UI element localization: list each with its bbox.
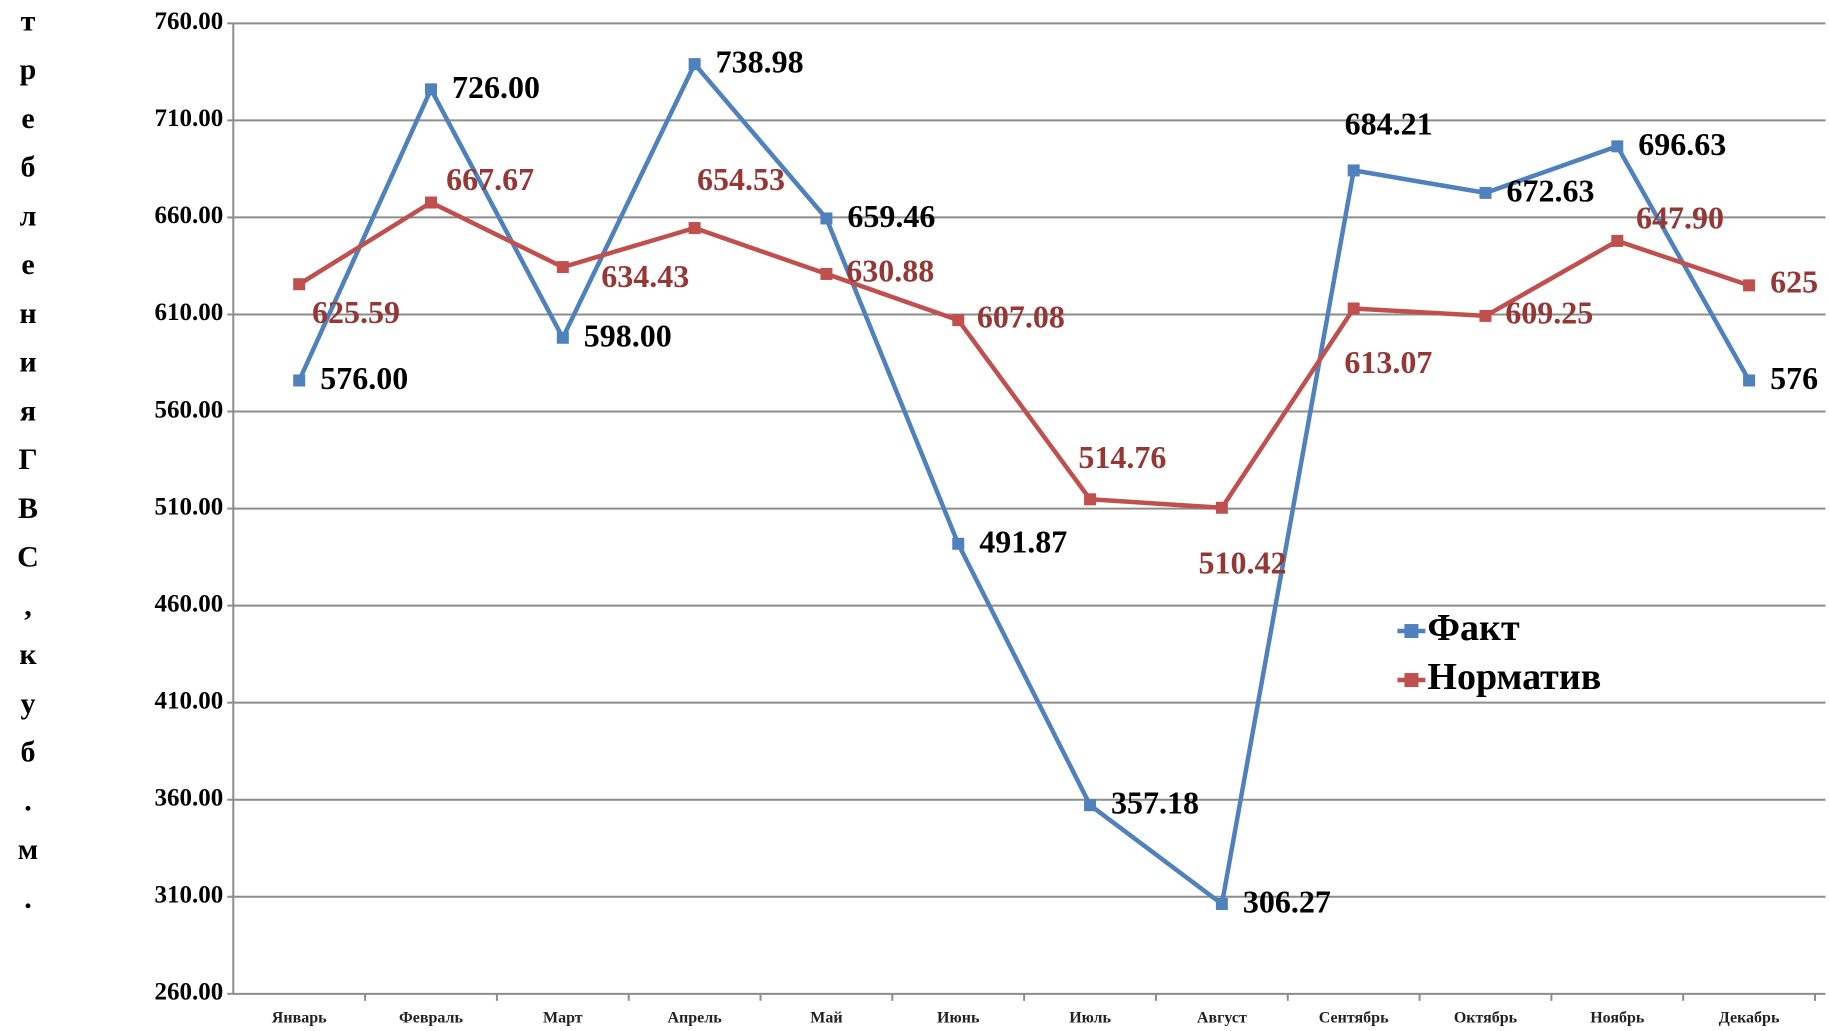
- data-label: 647.90: [1636, 199, 1724, 235]
- y-axis-label-char: ,: [24, 589, 32, 622]
- y-tick-label: 560.00: [155, 396, 224, 423]
- y-axis-label-char: б: [20, 736, 35, 769]
- y-tick-label: 760.00: [155, 8, 224, 35]
- y-axis-label-char: у: [20, 687, 35, 720]
- y-axis-label-char: Г: [18, 443, 37, 476]
- data-point: [1611, 234, 1624, 247]
- legend-swatch: [1404, 673, 1419, 688]
- y-axis-label-char: и: [19, 346, 36, 379]
- series-line: [298, 200, 1750, 511]
- y-axis-label-char: е: [21, 102, 34, 135]
- data-label: 625.59: [312, 294, 400, 330]
- y-tick-label: 660.00: [155, 202, 224, 229]
- y-axis-label-char: м: [18, 833, 38, 866]
- y-tick-label: 360.00: [155, 784, 224, 811]
- data-point: [425, 83, 438, 96]
- data-label: 576: [1770, 360, 1818, 396]
- data-point: [556, 331, 569, 344]
- y-axis-label-char: С: [17, 541, 39, 574]
- data-point: [1084, 493, 1097, 506]
- x-tick-label: Сентябрь: [1319, 1009, 1389, 1026]
- legend-label: Факт: [1427, 607, 1520, 649]
- data-point: [688, 58, 701, 71]
- y-tick-label: 410.00: [155, 687, 224, 714]
- data-label: 696.63: [1638, 126, 1726, 162]
- data-point: [952, 314, 965, 327]
- y-axis-label-char: я: [20, 394, 36, 427]
- data-label: 738.98: [716, 44, 804, 80]
- data-label: 726.00: [452, 69, 540, 105]
- x-tick-label: Июль: [1069, 1009, 1111, 1026]
- data-point: [1479, 309, 1492, 322]
- data-point: [1215, 501, 1228, 514]
- data-label: 576.00: [320, 360, 408, 396]
- data-label: 357.18: [1111, 785, 1199, 821]
- x-tick-label: Ноябрь: [1590, 1009, 1645, 1026]
- data-label: 613.07: [1344, 344, 1432, 380]
- y-axis-label-char: т: [21, 4, 36, 37]
- data-point: [820, 212, 833, 225]
- y-axis-label-char: л: [20, 199, 37, 232]
- data-point: [1215, 898, 1228, 911]
- y-tick-label: 460.00: [155, 590, 224, 617]
- x-tick-label: Май: [810, 1009, 842, 1026]
- data-label: 607.08: [977, 298, 1065, 334]
- data-label: 654.53: [697, 161, 785, 197]
- data-label: 514.76: [1078, 439, 1166, 475]
- data-label: 630.88: [846, 252, 934, 288]
- x-tick-label: Январь: [272, 1009, 327, 1026]
- y-axis-label-char: е: [21, 248, 34, 281]
- x-tick-label: Август: [1197, 1009, 1247, 1026]
- y-axis-label-char: В: [18, 492, 38, 525]
- data-point: [952, 537, 965, 550]
- data-point: [688, 222, 701, 235]
- data-label: 634.43: [601, 258, 689, 294]
- data-label: 491.87: [979, 523, 1067, 559]
- series-line: [297, 61, 1752, 907]
- data-point: [1479, 186, 1492, 199]
- x-tick-label: Март: [543, 1009, 583, 1026]
- x-tick-label: Декабрь: [1719, 1009, 1780, 1026]
- data-point: [293, 278, 306, 291]
- data-label: 684.21: [1345, 106, 1433, 142]
- legend-label: Норматив: [1427, 656, 1601, 698]
- x-tick-label: Июнь: [937, 1009, 980, 1026]
- data-point: [1743, 279, 1756, 292]
- data-point: [1611, 140, 1624, 153]
- x-tick-label: Октябрь: [1454, 1009, 1518, 1026]
- y-tick-label: 510.00: [155, 493, 224, 520]
- data-point: [1347, 302, 1360, 315]
- data-label: 667.67: [446, 161, 534, 197]
- data-point: [556, 261, 569, 274]
- y-axis-label-char: б: [20, 150, 35, 183]
- data-label: 609.25: [1505, 294, 1593, 330]
- y-axis-label-char: .: [24, 784, 32, 817]
- data-point: [1743, 374, 1756, 387]
- x-tick-label: Апрель: [668, 1009, 723, 1026]
- data-label: 672.63: [1506, 172, 1594, 208]
- data-label: 306.27: [1243, 884, 1331, 920]
- y-axis-label-char: к: [19, 638, 37, 671]
- y-tick-label: 610.00: [155, 299, 224, 326]
- y-tick-label: 710.00: [155, 105, 224, 132]
- legend-swatch: [1404, 624, 1419, 639]
- y-axis-label-char: н: [19, 297, 36, 330]
- y-tick-label: 310.00: [155, 882, 224, 909]
- data-point: [293, 374, 306, 387]
- data-point: [1347, 164, 1360, 177]
- data-label: 625: [1770, 264, 1818, 300]
- data-point: [820, 267, 833, 280]
- y-axis-label-char: .: [24, 882, 32, 915]
- data-label: 510.42: [1199, 544, 1287, 580]
- y-axis-label-char: р: [20, 53, 37, 86]
- data-label: 598.00: [584, 317, 672, 353]
- data-point: [425, 196, 438, 209]
- data-label: 659.46: [847, 198, 935, 234]
- data-point: [1084, 799, 1097, 812]
- x-tick-label: Февраль: [399, 1009, 464, 1026]
- y-tick-label: 260.00: [155, 979, 224, 1006]
